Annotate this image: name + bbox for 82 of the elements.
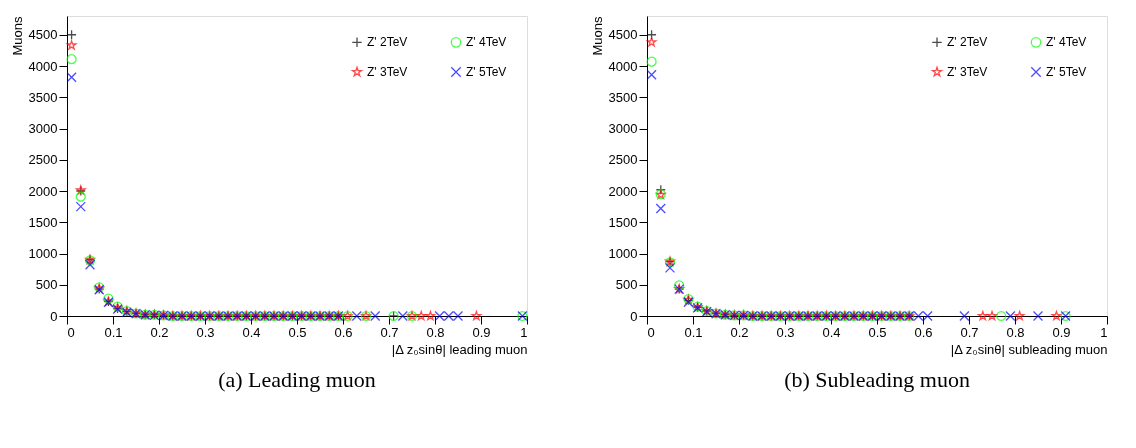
- point: [977, 310, 988, 321]
- point: [425, 310, 436, 321]
- legend-label: Z' 3TeV: [947, 65, 988, 79]
- legend-label: Z' 4TeV: [1046, 35, 1087, 50]
- point: [664, 262, 676, 273]
- point: [646, 69, 657, 80]
- y-tick-label: 2500: [608, 152, 638, 168]
- legend-label: Z' 5TeV: [1046, 65, 1087, 79]
- y-tick-label: 500: [35, 277, 58, 293]
- y-tick-label: 3500: [28, 89, 58, 105]
- x-tick-label: 0.8: [1006, 324, 1025, 340]
- point: [1051, 310, 1062, 321]
- x-tick-label: 0.5: [288, 324, 307, 340]
- point: [674, 280, 685, 291]
- point: [1032, 310, 1044, 322]
- point: [84, 259, 96, 270]
- x-tick-label: 0.5: [868, 324, 887, 340]
- x-tick-label: 0: [647, 324, 655, 340]
- point: [987, 310, 997, 321]
- point: [416, 310, 427, 321]
- point: [75, 201, 86, 212]
- point: [1014, 310, 1025, 321]
- x-tick-label: 0.9: [472, 324, 491, 340]
- x-tick-label: 0.9: [1052, 324, 1071, 340]
- x-axis-title: |Δ z₀sinθ| subleading muon: [950, 341, 1108, 357]
- point: [996, 310, 1007, 322]
- text: (a) Leading muon: [218, 367, 376, 392]
- x-tick-label: 0.1: [104, 324, 123, 340]
- legend-label: Z' 5TeV: [466, 65, 507, 79]
- point: [370, 310, 381, 322]
- point: [351, 310, 362, 322]
- x-tick-label: 0.3: [196, 324, 215, 340]
- y-tick-label: 1000: [28, 246, 58, 261]
- y-tick-label: 2000: [608, 183, 638, 199]
- point: [471, 310, 482, 321]
- y-tick-label: 3500: [608, 89, 638, 105]
- x-axis-title: |Δ z₀sinθ| leading muon: [391, 341, 528, 357]
- x-tick-label: 0: [67, 324, 75, 340]
- text: (b) Subleading muon: [784, 367, 970, 392]
- x-tick-label: 0.7: [960, 324, 979, 340]
- y-tick-label: 500: [615, 277, 638, 293]
- x-tick-label: 0.7: [380, 324, 399, 340]
- legend-label: Z' 4TeV: [466, 35, 507, 50]
- point: [66, 72, 77, 83]
- point: [655, 203, 666, 214]
- point: [646, 37, 657, 47]
- x-tick-label: 0.4: [822, 324, 841, 340]
- legend-label: Z' 2TeV: [367, 35, 408, 50]
- point: [75, 191, 86, 202]
- y-tick-label: 4000: [608, 58, 638, 74]
- x-tick-label: 1: [520, 324, 528, 340]
- point: [1005, 310, 1016, 322]
- y-tick-label: 2000: [28, 183, 58, 199]
- x-tick-label: 0.1: [684, 324, 703, 340]
- y-tick-label: 3000: [28, 121, 58, 136]
- point: [66, 54, 77, 65]
- point: [959, 310, 970, 322]
- y-tick-label: 1500: [28, 214, 58, 230]
- x-tick-label: 0.2: [730, 324, 749, 340]
- x-tick-label: 0.3: [776, 324, 795, 340]
- point: [66, 40, 77, 50]
- y-tick-label: 1000: [608, 246, 638, 261]
- y-tick-label: 0: [630, 308, 638, 324]
- x-tick-label: 0.6: [914, 324, 933, 340]
- y-tick-label: 0: [50, 308, 58, 324]
- y-tick-label: 3000: [608, 121, 638, 136]
- y-tick-label: 1500: [608, 214, 638, 230]
- y-tick-label: 4500: [28, 27, 58, 43]
- x-tick-label: 0.6: [334, 324, 353, 340]
- y-tick-label: 4500: [608, 27, 638, 43]
- x-tick-label: 0.4: [242, 324, 261, 340]
- x-tick-label: 0.2: [150, 324, 169, 340]
- y-axis-title: Muons: [9, 16, 25, 56]
- point: [646, 56, 657, 67]
- point: [397, 310, 408, 322]
- x-tick-label: 0.8: [426, 324, 445, 340]
- legend-label: Z' 3TeV: [367, 65, 408, 79]
- y-tick-label: 4000: [28, 58, 58, 74]
- y-tick-label: 2500: [28, 152, 58, 168]
- x-tick-label: 1: [1100, 324, 1108, 340]
- y-axis-title: Muons: [589, 16, 605, 56]
- legend-label: Z' 2TeV: [947, 35, 988, 50]
